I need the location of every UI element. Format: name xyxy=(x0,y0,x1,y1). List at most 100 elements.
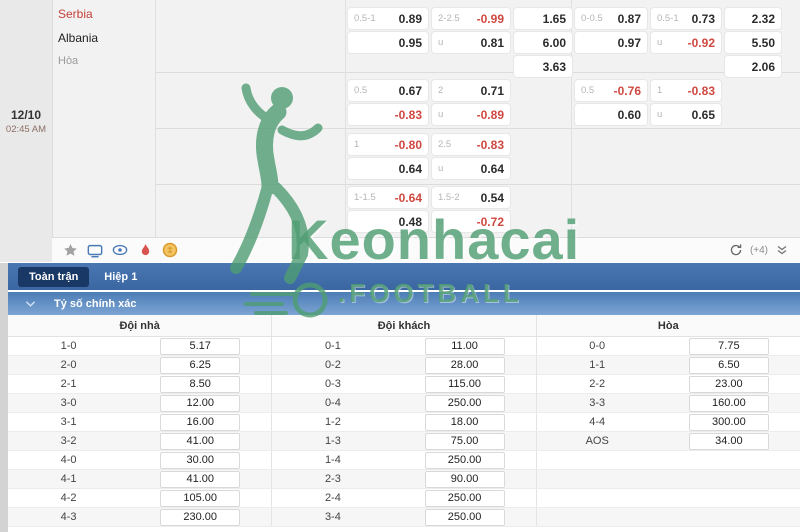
score-odds[interactable]: 250.00 xyxy=(424,451,505,469)
score-odds[interactable]: 30.00 xyxy=(160,451,241,469)
hdp-away-odds[interactable]: 0.97 xyxy=(575,32,647,53)
home-win-odds[interactable]: 2.32 xyxy=(725,8,781,29)
score-odds[interactable]: 6.25 xyxy=(160,356,241,374)
score-label: 3-1 xyxy=(60,416,77,428)
draw-label: Hòa xyxy=(58,55,79,67)
score-row: 3-0 12.00 0-4 250.00 3-3 160.00 xyxy=(8,394,800,413)
hdp-away-odds[interactable]: 0.48 xyxy=(348,211,428,232)
favorite-star-icon[interactable] xyxy=(62,242,78,258)
score-label: 3-0 xyxy=(60,397,77,409)
tab-first-half[interactable]: Hiệp 1 xyxy=(104,270,138,283)
match-odds-section: 12/10 02:45 AM Serbia Albania Hòa 0.5-1 … xyxy=(0,0,800,262)
hdp-away-odds[interactable]: 0.64 xyxy=(348,158,428,179)
more-markets-count: (+4) xyxy=(749,244,768,256)
score-odds[interactable]: 7.75 xyxy=(688,337,769,355)
hdp-home-odds[interactable]: 1 -0.80 xyxy=(348,134,428,155)
score-label: 2-3 xyxy=(324,473,341,485)
coin-icon[interactable] xyxy=(162,242,178,258)
correct-score-table: Đội nhà Đội khách Hòa 1-0 5.17 0-1 11.00 0… xyxy=(8,315,800,532)
score-odds[interactable]: 8.50 xyxy=(160,375,241,393)
hdp-away-odds[interactable]: -0.83 xyxy=(348,104,428,125)
header-away-team: Đội khách xyxy=(271,315,535,336)
away-win-odds[interactable]: 6.00 xyxy=(514,32,572,53)
score-odds[interactable]: 250.00 xyxy=(424,489,505,507)
score-label: 0-2 xyxy=(324,359,341,371)
away-win-odds[interactable]: 5.50 xyxy=(725,32,781,53)
under-odds[interactable]: u 0.81 xyxy=(432,32,510,53)
divider xyxy=(155,0,156,237)
score-label: 4-3 xyxy=(60,511,77,523)
score-odds[interactable]: 23.00 xyxy=(688,375,769,393)
hdp-away-odds[interactable]: 0.95 xyxy=(348,32,428,53)
score-odds[interactable]: 105.00 xyxy=(160,489,241,507)
match-toolbar: (+4) xyxy=(52,238,800,262)
over-odds[interactable]: 0.5-1 0.73 xyxy=(651,8,721,29)
over-odds[interactable]: 2.5 -0.83 xyxy=(432,134,510,155)
score-odds[interactable]: 230.00 xyxy=(160,508,241,526)
score-row: 2-1 8.50 0-3 115.00 2-2 23.00 xyxy=(8,375,800,394)
under-odds[interactable]: u 0.65 xyxy=(651,104,721,125)
score-label: 1-3 xyxy=(324,435,341,447)
score-odds[interactable]: 250.00 xyxy=(424,508,505,526)
draw-odds[interactable]: 2.06 xyxy=(725,56,781,77)
hot-flame-icon[interactable] xyxy=(137,242,153,258)
score-label: 1-0 xyxy=(60,340,77,352)
refresh-icon[interactable] xyxy=(728,242,744,258)
divider xyxy=(52,237,800,238)
divider xyxy=(155,128,800,129)
under-odds[interactable]: u 0.64 xyxy=(432,158,510,179)
score-odds[interactable]: 12.00 xyxy=(160,394,241,412)
hdp-home-odds[interactable]: 0.5 0.67 xyxy=(348,80,428,101)
score-table-header: Đội nhà Đội khách Hòa xyxy=(8,315,800,337)
hdp-home-odds[interactable]: 0.5-1 0.89 xyxy=(348,8,428,29)
score-odds[interactable]: 41.00 xyxy=(160,470,241,488)
score-odds[interactable]: 75.00 xyxy=(424,432,505,450)
hdp-home-odds[interactable]: 0.5 -0.76 xyxy=(575,80,647,101)
fulltime-odds-group: 0.5-1 0.89 0.95 2-2.5 -0.99 u 0.81 xyxy=(348,0,572,237)
score-label: 2-4 xyxy=(324,492,341,504)
eye-icon[interactable] xyxy=(112,242,128,258)
hdp-home-odds[interactable]: 1-1.5 -0.64 xyxy=(348,187,428,208)
tv-icon[interactable] xyxy=(87,242,103,258)
chevron-down-icon[interactable] xyxy=(22,296,38,312)
score-odds[interactable]: 160.00 xyxy=(688,394,769,412)
under-label: u xyxy=(657,109,663,120)
draw-odds[interactable]: 3.63 xyxy=(514,56,572,77)
score-odds[interactable]: 28.00 xyxy=(424,356,505,374)
under-odds[interactable]: u -0.92 xyxy=(651,32,721,53)
hdp-home-odds[interactable]: 0-0.5 0.87 xyxy=(575,8,647,29)
score-odds[interactable]: 41.00 xyxy=(160,432,241,450)
score-odds[interactable]: 34.00 xyxy=(688,432,769,450)
over-odds[interactable]: 1 -0.83 xyxy=(651,80,721,101)
score-odds[interactable]: 115.00 xyxy=(424,375,505,393)
score-label: 2-1 xyxy=(60,378,77,390)
tab-full-match[interactable]: Toàn trận xyxy=(18,266,90,287)
score-label: 4-0 xyxy=(60,454,77,466)
score-odds[interactable]: 11.00 xyxy=(424,337,505,355)
section-title: Tỷ số chính xác xyxy=(54,297,137,310)
score-odds[interactable]: 250.00 xyxy=(424,394,505,412)
page-gutter xyxy=(0,263,8,532)
score-label: 2-0 xyxy=(60,359,77,371)
score-odds[interactable]: 18.00 xyxy=(424,413,505,431)
handicap-line: 1-1.5 xyxy=(354,192,376,203)
under-odds[interactable]: u -0.89 xyxy=(432,104,510,125)
score-odds[interactable]: 16.00 xyxy=(160,413,241,431)
score-label: AOS xyxy=(585,435,609,447)
hdp-away-odds[interactable]: 0.60 xyxy=(575,104,647,125)
under-odds[interactable]: u -0.72 xyxy=(432,211,510,232)
score-odds[interactable]: 6.50 xyxy=(688,356,769,374)
score-odds[interactable]: 300.00 xyxy=(688,413,769,431)
expand-double-chevron-icon[interactable] xyxy=(774,242,790,258)
score-odds[interactable]: 90.00 xyxy=(424,470,505,488)
over-odds[interactable]: 2-2.5 -0.99 xyxy=(432,8,510,29)
home-win-odds[interactable]: 1.65 xyxy=(514,8,572,29)
divider xyxy=(155,72,800,73)
score-label: 3-3 xyxy=(589,397,606,409)
over-odds[interactable]: 2 0.71 xyxy=(432,80,510,101)
score-row: 4-3 230.00 3-4 250.00 xyxy=(8,508,800,527)
match-time: 02:45 AM xyxy=(5,124,47,135)
over-odds[interactable]: 1.5-2 0.54 xyxy=(432,187,510,208)
score-odds[interactable]: 5.17 xyxy=(160,337,241,355)
